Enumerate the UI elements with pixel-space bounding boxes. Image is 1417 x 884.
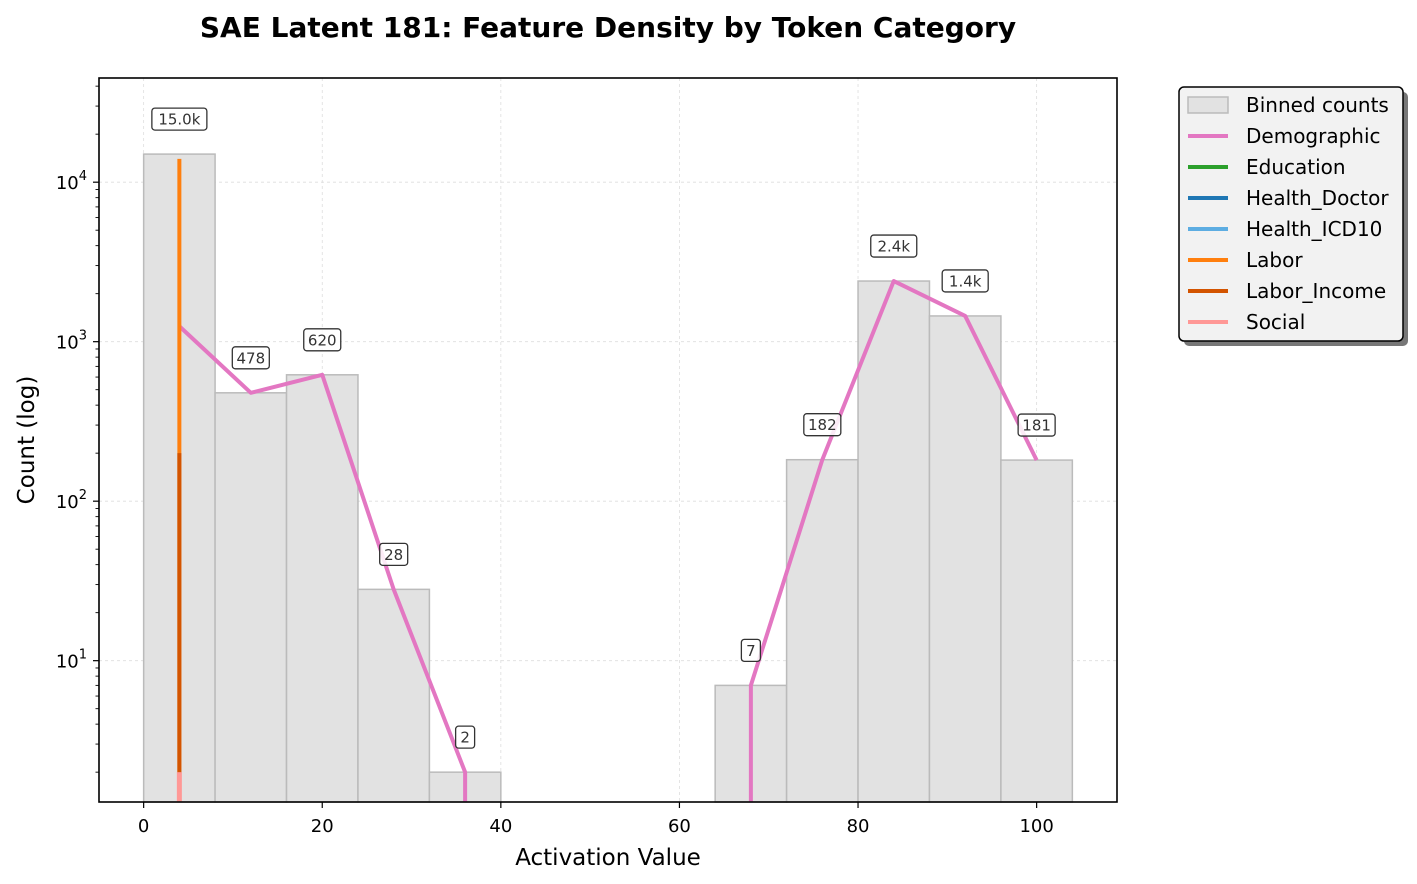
count-annotation: 478 [236,349,265,367]
chart-title: SAE Latent 181: Feature Density by Token… [200,11,1016,44]
y-axis-ticks: 101 102 103 104 [56,85,99,773]
x-tick-label: 80 [847,816,870,837]
count-annotation-box [231,346,270,370]
histogram-bar [285,374,359,803]
legend: Binned counts Demographic Education Health_… [1178,86,1408,346]
series-line-demographic [748,279,1039,802]
count-annotation: 15.0k [158,111,200,129]
count-annotation-box [1017,413,1056,437]
count-annotation: 182 [808,416,837,434]
x-axis-label: Activation Value [515,845,701,871]
count-annotation-box [941,269,989,293]
histogram-bar [357,588,431,803]
histogram-bar [857,280,931,803]
x-tick-label: 100 [1019,816,1053,837]
bin-count-annotations: 15.0k 478 620 28 2 7 182 2.4k 1.4k 181 [151,107,1056,749]
count-annotation-box [303,328,342,352]
x-tick-label: 60 [668,816,691,837]
count-annotation-box [151,107,208,131]
y-tick-label: 101 [56,648,87,673]
histogram-bar [1000,459,1074,803]
legend-label: Health_ICD10 [1246,217,1382,241]
y-tick-label: 102 [56,488,87,513]
count-annotation-box [454,725,476,749]
count-annotation: 1.4k [949,272,982,290]
legend-label: Education [1246,155,1346,179]
x-axis-ticks: 0 20 40 60 80 100 [138,802,1054,837]
count-annotation-box [870,234,918,258]
legend-swatch-binned-counts [1187,96,1229,114]
count-annotation-box [740,638,762,663]
legend-label: Binned counts [1246,93,1389,117]
series-lines [176,158,1039,802]
plot-frame [98,77,1118,803]
count-annotation-box [803,413,842,437]
count-annotation: 28 [384,546,403,564]
histogram-bar [928,315,1002,803]
x-tick-label: 0 [138,816,149,837]
count-annotation: 2 [460,729,470,747]
count-annotation-box [379,542,409,567]
y-tick-label: 103 [56,329,87,354]
legend-box [1178,86,1404,342]
histogram-bar [785,458,859,803]
count-annotation: 2.4k [877,238,910,256]
count-annotation: 620 [308,331,337,349]
legend-label: Health_Doctor [1246,186,1389,210]
histogram-bar [214,392,288,803]
series-line-demographic [178,324,468,802]
legend-label: Demographic [1246,124,1381,148]
count-annotation: 7 [746,642,756,660]
count-annotation: 181 [1022,417,1051,435]
y-axis-label: Count (log) [14,376,40,505]
x-tick-label: 40 [489,816,512,837]
x-tick-label: 20 [311,816,334,837]
legend-label: Labor_Income [1246,279,1386,303]
legend-label: Labor [1246,248,1303,272]
legend-label: Social [1246,310,1305,334]
y-tick-label: 104 [56,169,87,194]
